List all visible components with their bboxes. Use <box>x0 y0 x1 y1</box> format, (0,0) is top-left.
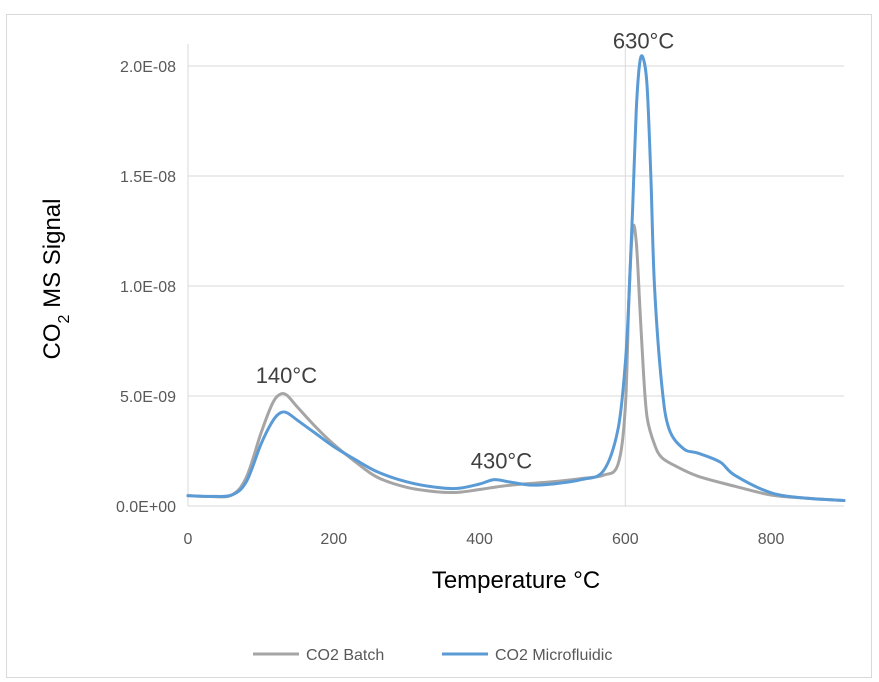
series-line-1 <box>186 54 846 502</box>
annotation-peak-1: 140°C <box>256 363 318 388</box>
axes <box>187 44 844 507</box>
series-line-0 <box>186 223 846 502</box>
series-lines <box>186 54 846 502</box>
y-tick-label: 1.5E-08 <box>120 169 176 186</box>
y-tick-label: 1.0E-08 <box>120 279 176 296</box>
x-tick-label: 0 <box>184 531 193 548</box>
x-tick-label: 200 <box>320 531 347 548</box>
legend-label-microfluidic: CO2 Microfluidic <box>495 647 612 664</box>
annotation-peak-2: 430°C <box>471 449 533 474</box>
legend-label-batch: CO2 Batch <box>306 647 384 664</box>
x-tick-label: 600 <box>612 531 639 548</box>
y-tick-label: 2.0E-08 <box>120 59 176 76</box>
x-tick-label: 800 <box>758 531 785 548</box>
tick-labels: 0.0E+00 5.0E-09 1.0E-08 1.5E-08 2.0E-08 0 200 4… <box>116 59 785 548</box>
x-tick-label: 400 <box>466 531 493 548</box>
gridlines <box>188 65 844 397</box>
legend: CO2 Batch CO2 Microfluidic <box>253 647 612 664</box>
chart-frame <box>6 14 872 678</box>
y-axis-title: CO2 MS Signal <box>39 199 73 360</box>
y-tick-label: 5.0E-09 <box>120 389 176 406</box>
y-tick-label: 0.0E+00 <box>116 499 176 516</box>
annotation-peak-3: 630°C <box>613 28 675 53</box>
x-axis-title: Temperature °C <box>432 567 600 594</box>
